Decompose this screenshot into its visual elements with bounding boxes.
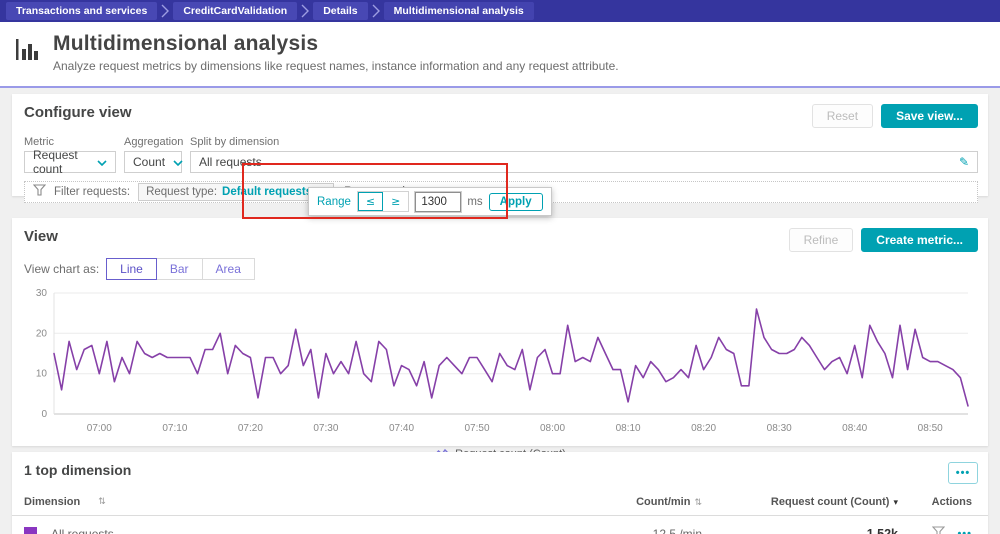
breadcrumb-item-current[interactable]: Multidimensional analysis	[383, 2, 534, 20]
column-count-per-min[interactable]: Count/min	[512, 496, 702, 508]
breadcrumb-item-creditcardvalidation[interactable]: CreditCardValidation	[173, 2, 298, 20]
page-header: Multidimensional analysis Analyze reques…	[0, 22, 1000, 88]
svg-text:07:20: 07:20	[238, 423, 263, 434]
series-color-swatch	[24, 527, 37, 534]
apply-button[interactable]: Apply	[488, 192, 543, 211]
create-metric-button[interactable]: Create metric...	[861, 228, 978, 252]
less-equal-button[interactable]: ≤	[357, 192, 384, 211]
svg-text:08:50: 08:50	[918, 423, 943, 434]
metric-select[interactable]: Request count	[24, 148, 116, 176]
svg-text:08:00: 08:00	[540, 423, 565, 434]
line-chart[interactable]: 0 10 20 30 07:00 07:10 07:20 07:30 07:40 07:50 08:…	[24, 288, 976, 438]
svg-text:30: 30	[36, 288, 48, 299]
table-row[interactable]: All requests 12.5 /min 1.52k •••	[12, 516, 988, 534]
reset-button[interactable]: Reset	[811, 104, 874, 128]
aggregation-value: Count	[133, 155, 166, 169]
configure-view-title: Configure view	[24, 104, 132, 121]
refine-button[interactable]: Refine	[788, 228, 854, 252]
split-dimension-input[interactable]: All requests ✎	[190, 151, 978, 173]
column-request-count[interactable]: Request count (Count)	[702, 496, 898, 508]
greater-equal-button[interactable]: ≥	[383, 192, 409, 211]
split-dimension-value: All requests	[199, 155, 262, 169]
filter-icon	[32, 183, 47, 201]
top-dimension-section: 1 top dimension ••• Dimension Count/min …	[12, 452, 988, 534]
save-view-button[interactable]: Save view...	[881, 104, 978, 128]
svg-text:0: 0	[41, 409, 47, 420]
svg-text:08:20: 08:20	[691, 423, 716, 434]
count-per-min-cell: 12.5 /min	[652, 526, 702, 534]
table-menu-button[interactable]: •••	[948, 462, 978, 484]
svg-text:08:40: 08:40	[842, 423, 867, 434]
aggregation-label: Aggregation	[124, 136, 184, 148]
operator-toggle-group: ≤ ≥	[356, 191, 410, 212]
breadcrumb: Transactions and services CreditCardVali…	[0, 0, 1000, 22]
request-type-filter-tag[interactable]: Request type: Default requests ×	[138, 183, 335, 201]
svg-text:20: 20	[36, 328, 48, 339]
metric-label: Metric	[24, 136, 54, 148]
top-dimension-title: 1 top dimension	[24, 462, 132, 478]
view-chart-as-label: View chart as:	[24, 262, 100, 276]
chart-type-area-button[interactable]: Area	[201, 258, 255, 280]
svg-text:10: 10	[36, 369, 48, 380]
column-dimension[interactable]: Dimension	[24, 496, 512, 508]
svg-text:07:00: 07:00	[87, 423, 112, 434]
page-title: Multidimensional analysis	[53, 32, 319, 55]
filter-requests-label: Filter requests:	[54, 186, 131, 198]
range-label: Range	[317, 195, 351, 208]
column-actions: Actions	[931, 496, 972, 508]
metric-value: Request count	[33, 148, 78, 176]
response-time-range-popup: Range ≤ ≥ ms Apply	[308, 187, 552, 216]
view-section: View Refine Create metric... View chart …	[12, 218, 988, 460]
bar-chart-icon	[14, 36, 41, 68]
svg-text:08:30: 08:30	[767, 423, 792, 434]
configure-view-section: Configure view Reset Save view... Metric…	[12, 94, 988, 216]
aggregation-select[interactable]: Count	[124, 151, 183, 173]
chevron-down-icon	[97, 155, 107, 169]
svg-text:07:50: 07:50	[464, 423, 489, 434]
svg-text:07:10: 07:10	[162, 423, 187, 434]
filter-tag-key: Request type:	[146, 186, 218, 198]
chevron-down-icon	[173, 155, 183, 169]
svg-text:07:30: 07:30	[313, 423, 338, 434]
view-title: View	[24, 228, 58, 245]
chart-type-toggle-group: Line Bar Area	[106, 258, 255, 280]
breadcrumb-item-transactions[interactable]: Transactions and services	[6, 2, 158, 20]
chevron-right-icon	[161, 4, 170, 18]
row-filter-icon[interactable]	[932, 526, 946, 534]
chart-type-bar-button[interactable]: Bar	[155, 258, 203, 280]
page-subtitle: Analyze request metrics by dimensions li…	[53, 59, 619, 73]
chart-area: 0 10 20 30 07:00 07:10 07:20 07:30 07:40 07:50 08:…	[12, 280, 988, 443]
chevron-right-icon	[301, 4, 310, 18]
chart-type-line-button[interactable]: Line	[106, 258, 157, 280]
breadcrumb-item-details[interactable]: Details	[313, 2, 368, 20]
table-header: Dimension Count/min Request count (Count…	[12, 484, 988, 516]
svg-text:07:40: 07:40	[389, 423, 414, 434]
split-by-dimension-label: Split by dimension	[190, 136, 280, 148]
svg-text:08:10: 08:10	[616, 423, 641, 434]
request-count-cell: 1.52k	[866, 526, 898, 534]
dimension-cell: All requests	[51, 526, 114, 534]
row-menu-icon[interactable]: •••	[957, 527, 972, 534]
range-value-input[interactable]	[414, 190, 463, 213]
unit-label: ms	[467, 195, 483, 208]
chevron-right-icon	[372, 4, 380, 18]
edit-icon[interactable]: ✎	[958, 155, 969, 169]
filter-tag-value: Default requests	[222, 186, 313, 198]
